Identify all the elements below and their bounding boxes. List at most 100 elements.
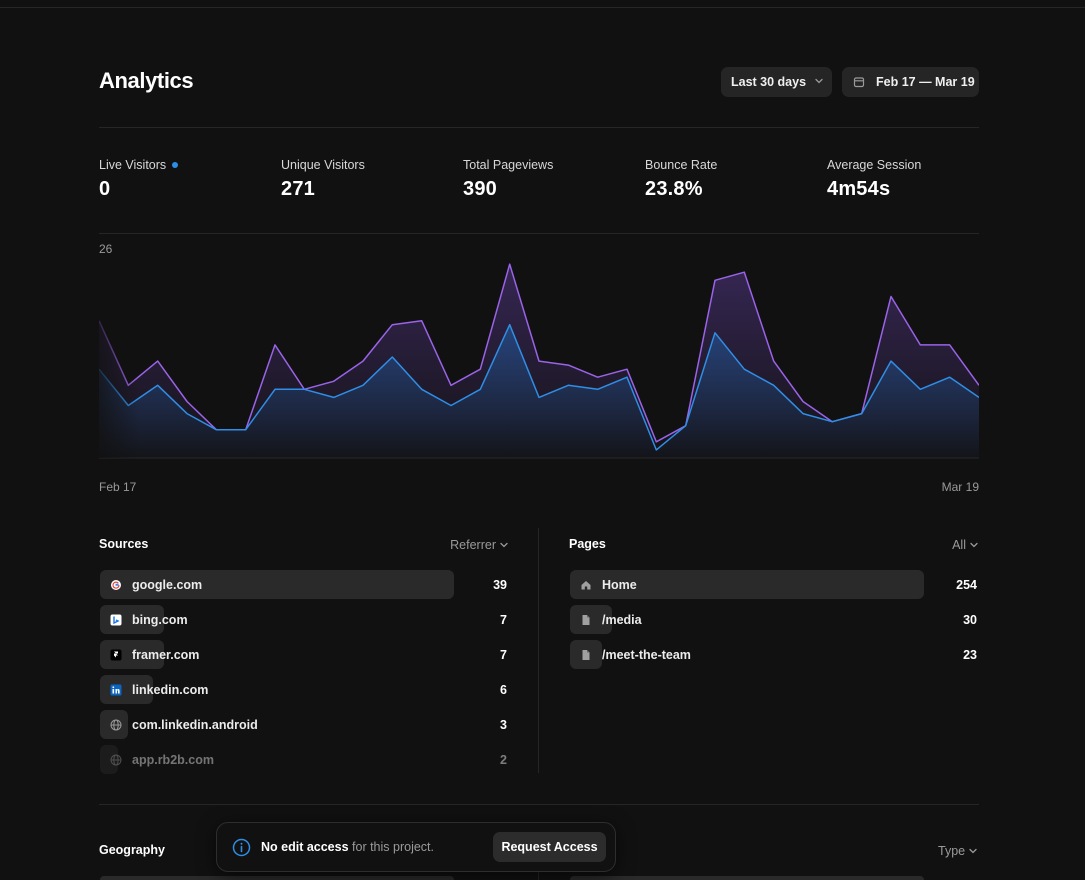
visitors-point[interactable] (621, 371, 633, 383)
visitors-point[interactable] (592, 383, 604, 395)
bing-icon (109, 613, 122, 626)
visitors-point[interactable] (768, 379, 780, 391)
framer-icon (109, 648, 122, 661)
range-select-button[interactable]: Last 30 days (721, 67, 832, 97)
pageviews-point[interactable] (533, 355, 545, 367)
traffic-chart[interactable]: 26 Feb 17 Mar 19 (99, 234, 979, 504)
pages-filter-label: All (952, 538, 966, 552)
pageviews-point[interactable] (474, 363, 486, 375)
pageviews-point[interactable] (386, 319, 398, 331)
visitors-point[interactable] (562, 379, 574, 391)
visitors-point[interactable] (445, 400, 457, 412)
pageviews-point[interactable] (885, 291, 897, 303)
page-title: Analytics (99, 68, 194, 93)
visitors-point[interactable] (181, 408, 193, 420)
pageviews-point[interactable] (797, 396, 809, 408)
pageviews-point[interactable] (592, 371, 604, 383)
stat-label: Total Pageviews (463, 158, 554, 172)
chevron-down-icon (969, 848, 977, 854)
visitors-point[interactable] (709, 327, 721, 339)
source-name: app.rb2b.com (132, 753, 214, 767)
visitors-point[interactable] (797, 408, 809, 420)
source-count: 39 (493, 578, 507, 592)
source-row[interactable]: app.rb2b.com 2 (99, 745, 509, 774)
visitors-point[interactable] (328, 391, 340, 403)
no-edit-access-toast: No edit access for this project. Request… (216, 822, 616, 872)
page-name: /meet-the-team (602, 648, 691, 662)
pageviews-point[interactable] (416, 315, 428, 327)
page-row[interactable]: /meet-the-team 23 (569, 640, 979, 669)
chevron-down-icon (815, 78, 823, 84)
sources-filter-button[interactable]: Referrer (450, 538, 509, 552)
globe-icon (109, 718, 122, 731)
page-bar (570, 570, 924, 599)
source-count: 6 (500, 683, 507, 697)
visitors-point[interactable] (357, 379, 369, 391)
visitors-line (99, 323, 979, 451)
stat-label: Average Session (827, 158, 922, 172)
pageviews-point[interactable] (914, 339, 926, 351)
visitors-point[interactable] (416, 383, 428, 395)
pageviews-point[interactable] (269, 339, 281, 351)
visitors-point[interactable] (240, 424, 252, 436)
source-count: 7 (500, 613, 507, 627)
source-bar (100, 570, 454, 599)
pageviews-point[interactable] (738, 266, 750, 278)
visitors-point[interactable] (152, 379, 164, 391)
pageviews-point[interactable] (562, 359, 574, 371)
pages-filter-button[interactable]: All (952, 538, 979, 552)
source-row[interactable]: google.com 39 (99, 570, 509, 599)
visitors-point[interactable] (650, 444, 662, 456)
pageviews-point[interactable] (328, 375, 340, 387)
stat-value: 390 (463, 178, 497, 200)
date-range-label: Feb 17 — Mar 19 (876, 75, 975, 89)
date-range-button[interactable]: Feb 17 — Mar 19 (842, 67, 979, 97)
source-row[interactable]: framer.com 7 (99, 640, 509, 669)
source-name: com.linkedin.android (132, 718, 258, 732)
visitors-point[interactable] (680, 420, 692, 432)
pageviews-point[interactable] (181, 396, 193, 408)
chevron-down-icon (970, 542, 978, 548)
geography-row[interactable] (100, 876, 454, 880)
visitors-point[interactable] (504, 319, 516, 331)
geography-row[interactable] (570, 876, 924, 880)
pageviews-point[interactable] (709, 274, 721, 286)
visitors-point[interactable] (210, 424, 222, 436)
visitors-point[interactable] (885, 355, 897, 367)
page-row[interactable]: /media 30 (569, 605, 979, 634)
visitors-point[interactable] (944, 371, 956, 383)
home-icon (579, 578, 592, 591)
source-count: 7 (500, 648, 507, 662)
request-access-button[interactable]: Request Access (493, 832, 606, 862)
pageviews-point[interactable] (504, 258, 516, 270)
visitors-point[interactable] (826, 416, 838, 428)
pageviews-point[interactable] (445, 379, 457, 391)
source-name: linkedin.com (132, 683, 209, 697)
source-row[interactable]: linkedin.com 6 (99, 675, 509, 704)
stat-live-visitors: Live Visitors 0 (99, 158, 179, 201)
visitors-point[interactable] (269, 383, 281, 395)
source-count: 3 (500, 718, 507, 732)
panel-separator (538, 870, 539, 880)
toast-message-rest: for this project. (348, 840, 434, 854)
pageviews-point[interactable] (768, 355, 780, 367)
visitors-point[interactable] (914, 383, 926, 395)
pageviews-point[interactable] (152, 355, 164, 367)
calendar-icon (853, 77, 865, 88)
page-name: Home (602, 578, 637, 592)
pageviews-point[interactable] (357, 355, 369, 367)
pageviews-point[interactable] (944, 339, 956, 351)
visitors-point[interactable] (533, 391, 545, 403)
visitors-point[interactable] (474, 383, 486, 395)
visitors-point[interactable] (298, 383, 310, 395)
visitors-point[interactable] (738, 363, 750, 375)
page-count: 254 (956, 578, 977, 592)
page-row[interactable]: Home 254 (569, 570, 979, 599)
source-row[interactable]: com.linkedin.android 3 (99, 710, 509, 739)
geography-filter-button[interactable]: Type (938, 844, 978, 858)
source-row[interactable]: bing.com 7 (99, 605, 509, 634)
visitors-point[interactable] (386, 351, 398, 363)
visitors-point[interactable] (856, 408, 868, 420)
stat-label: Bounce Rate (645, 158, 718, 172)
stat-value: 4m54s (827, 178, 891, 200)
